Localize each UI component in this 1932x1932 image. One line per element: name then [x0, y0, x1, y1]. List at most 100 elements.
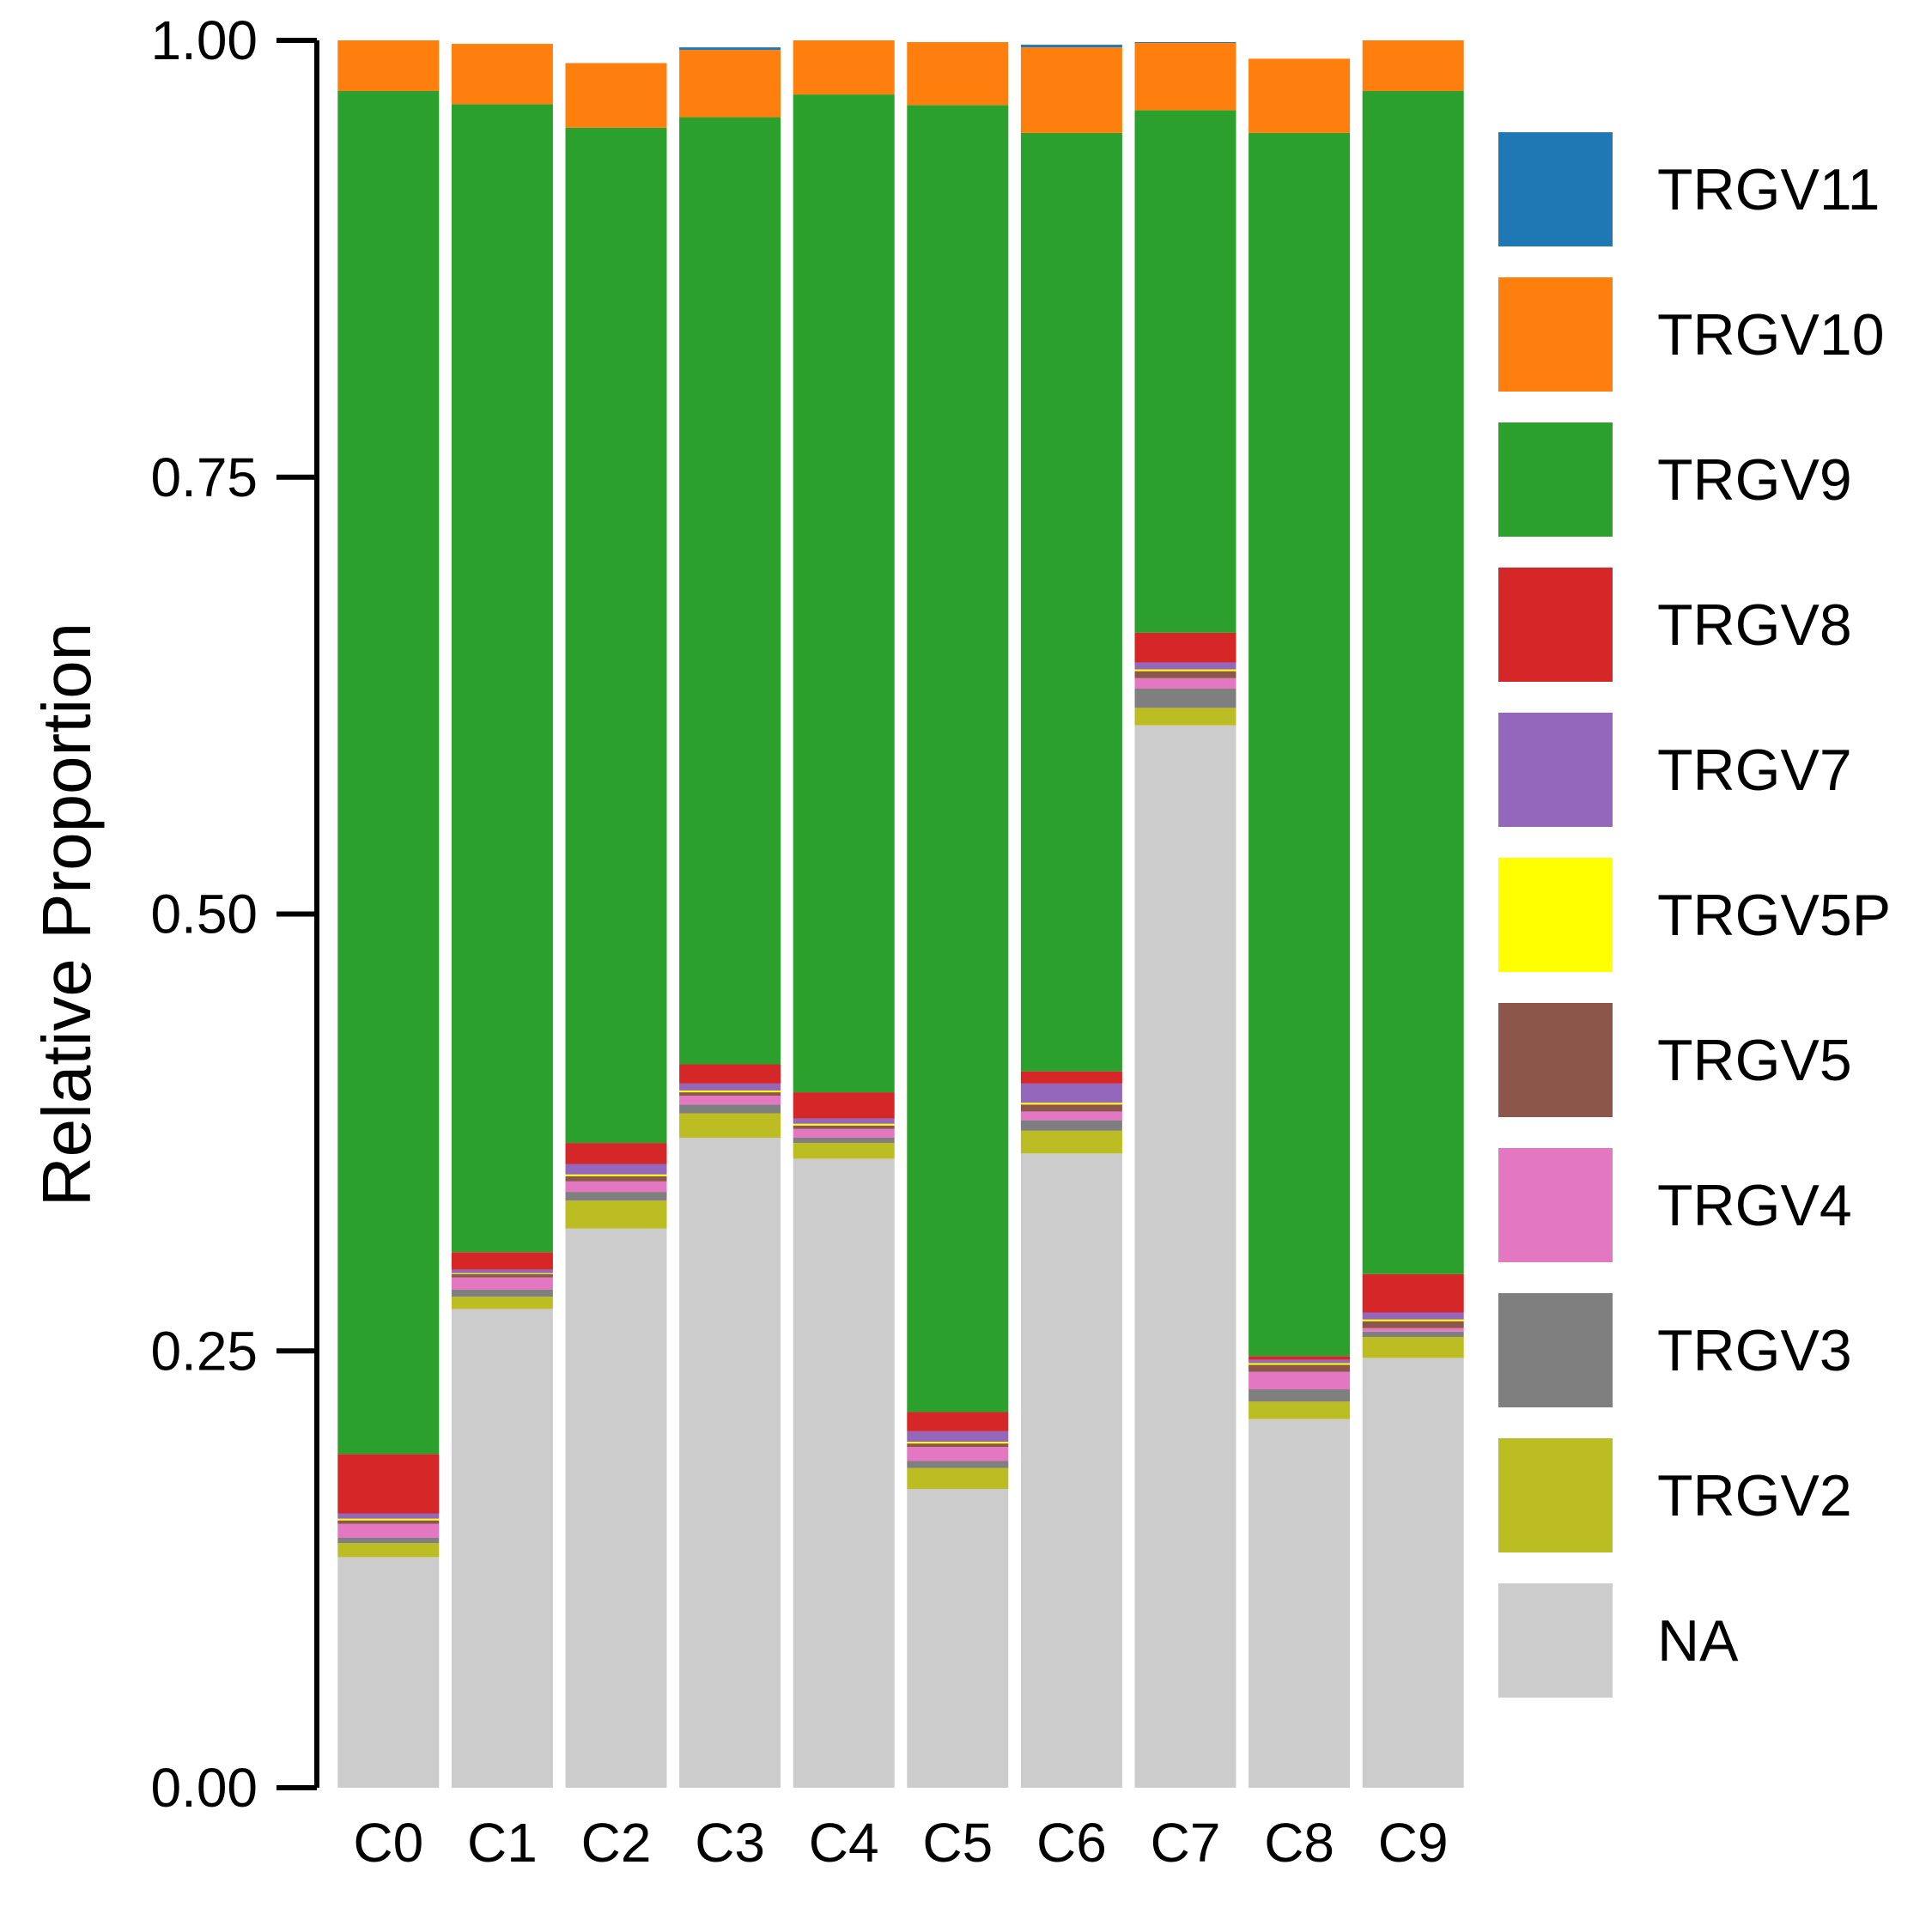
x-tick-label: C3	[695, 1812, 765, 1874]
bar-segment-C8-TRGV5	[1249, 1364, 1351, 1372]
bar-segment-C1-TRGV9	[451, 104, 553, 1253]
bar-segment-C7-TRGV10	[1134, 43, 1236, 111]
bar-segment-C0-TRGV7	[337, 1513, 440, 1519]
bar-segment-C7-TRGV5	[1134, 671, 1236, 678]
y-tick-label: 0.75	[150, 447, 258, 508]
bar-segment-C6-TRGV11	[1020, 45, 1122, 48]
bar-segment-C4-NA	[793, 1158, 895, 1788]
bar-segment-C7-TRGV5P	[1134, 669, 1236, 671]
bar-segment-C9-TRGV9	[1362, 91, 1464, 1274]
legend-swatch	[1498, 713, 1613, 827]
bar-segment-C5-TRGV5	[907, 1443, 1009, 1448]
legend-swatch	[1498, 1148, 1613, 1262]
bar-segment-C9-TRGV5	[1362, 1321, 1464, 1328]
bar-segment-C9-TRGV2	[1362, 1336, 1464, 1358]
bar-segment-C1-TRGV5P	[451, 1273, 553, 1274]
bar-segment-C3-TRGV4	[679, 1096, 781, 1105]
bar-segment-C3-TRGV11	[679, 47, 781, 51]
bar-segment-C8-NA	[1249, 1419, 1351, 1788]
bar-segment-C8-TRGV3	[1249, 1389, 1351, 1402]
bar-segment-C8-TRGV5P	[1249, 1363, 1351, 1365]
x-tick-label: C4	[809, 1812, 879, 1874]
bar-segment-C7-NA	[1134, 725, 1236, 1788]
x-tick-label: C1	[467, 1812, 538, 1874]
bar-segment-C9-TRGV8	[1362, 1273, 1464, 1313]
legend: TRGV11 TRGV10 TRGV9 TRGV8 TRGV7 TRGV5P TRGV5 TR…	[1498, 132, 1891, 1698]
bar-segment-C1-NA	[451, 1309, 553, 1788]
bar-segment-C3-TRGV7	[679, 1083, 781, 1091]
bar-segment-C5-TRGV10	[907, 42, 1009, 106]
x-tick-label: C5	[922, 1812, 993, 1874]
y-tick-label: 0.50	[150, 884, 258, 945]
bar-segment-C0-TRGV5	[337, 1520, 440, 1524]
bar-segment-C3-TRGV9	[679, 117, 781, 1065]
bar-segment-C9-TRGV5P	[1362, 1319, 1464, 1321]
bar-segment-C1-TRGV2	[451, 1297, 553, 1309]
bar-segment-C6-NA	[1020, 1153, 1122, 1788]
bar-segment-C2-TRGV5P	[565, 1174, 667, 1176]
bar-segment-C6-TRGV7	[1020, 1083, 1122, 1103]
bar-segment-C3-TRGV8	[679, 1064, 781, 1084]
bar-segment-C4-TRGV5	[793, 1125, 895, 1129]
bar-segment-C6-TRGV5	[1020, 1104, 1122, 1112]
x-tick-label: C2	[581, 1812, 652, 1874]
bar-segment-C8-TRGV4	[1249, 1371, 1351, 1390]
x-tick-label: C6	[1036, 1812, 1107, 1874]
bar-segment-C3-TRGV5P	[679, 1091, 781, 1093]
bar-segment-C0-TRGV9	[337, 91, 440, 1455]
x-tick-label: C0	[353, 1812, 423, 1874]
bar-segment-C7-TRGV2	[1134, 708, 1236, 726]
bar-segment-C4-TRGV7	[793, 1118, 895, 1124]
bar-segment-C4-TRGV9	[793, 94, 895, 1093]
legend-swatch	[1498, 1293, 1613, 1407]
bar-segment-C1-TRGV4	[451, 1277, 553, 1291]
legend-swatch	[1498, 277, 1613, 392]
bar-segment-C8-TRGV10	[1249, 58, 1351, 133]
bar-segment-C5-TRGV3	[907, 1461, 1009, 1468]
legend-swatch	[1498, 858, 1613, 972]
legend-label: TRGV10	[1657, 302, 1885, 368]
bar-segment-C4-TRGV4	[793, 1128, 895, 1138]
bar-segment-C6-TRGV10	[1020, 47, 1122, 133]
bar-segment-C1-TRGV10	[451, 44, 553, 105]
bar-segment-C6-TRGV5P	[1020, 1103, 1122, 1105]
bar-segment-C0-TRGV2	[337, 1543, 440, 1558]
bar-segment-C9-TRGV10	[1362, 40, 1464, 92]
bars-group	[337, 40, 1464, 1788]
bar-segment-C8-TRGV9	[1249, 132, 1351, 1357]
legend-swatch	[1498, 1438, 1613, 1552]
bar-segment-C6-TRGV2	[1020, 1130, 1122, 1154]
bar-segment-C2-NA	[565, 1228, 667, 1788]
x-tick-label: C7	[1151, 1812, 1221, 1874]
legend-label: TRGV11	[1657, 157, 1880, 222]
bar-segment-C4-TRGV2	[793, 1143, 895, 1159]
legend-label: TRGV5P	[1657, 883, 1891, 948]
bar-segment-C5-NA	[907, 1489, 1009, 1788]
legend-label: TRGV7	[1657, 738, 1852, 803]
bar-segment-C2-TRGV5	[565, 1176, 667, 1182]
bar-segment-C9-TRGV4	[1362, 1327, 1464, 1332]
bar-segment-C0-TRGV8	[337, 1454, 440, 1514]
bar-segment-C9-TRGV3	[1362, 1331, 1464, 1337]
bar-segment-C7-TRGV9	[1134, 110, 1236, 633]
bar-segment-C4-TRGV5P	[793, 1123, 895, 1126]
bar-segment-C6-TRGV3	[1020, 1120, 1122, 1131]
bar-segment-C9-TRGV7	[1362, 1312, 1464, 1320]
bar-segment-C3-NA	[679, 1137, 781, 1788]
bar-segment-C5-TRGV8	[907, 1412, 1009, 1431]
y-axis: 0.00 0.25 0.50 0.75 1.00	[150, 9, 319, 1819]
bar-segment-C3-TRGV3	[679, 1104, 781, 1114]
bar-segment-C7-TRGV11	[1134, 42, 1236, 44]
bar-segment-C1-TRGV5	[451, 1273, 553, 1278]
legend-swatch	[1498, 1003, 1613, 1117]
legend-swatch	[1498, 568, 1613, 682]
bar-segment-C2-TRGV3	[565, 1192, 667, 1201]
bar-segment-C6-TRGV4	[1020, 1111, 1122, 1121]
bar-segment-C6-TRGV8	[1020, 1071, 1122, 1084]
bar-segment-C0-TRGV3	[337, 1537, 440, 1544]
legend-label: NA	[1657, 1608, 1739, 1674]
bar-segment-C0-TRGV4	[337, 1523, 440, 1538]
x-axis: C0 C1 C2 C3 C4 C5 C6 C7 C8 C9	[353, 1812, 1448, 1874]
legend-swatch	[1498, 422, 1613, 537]
